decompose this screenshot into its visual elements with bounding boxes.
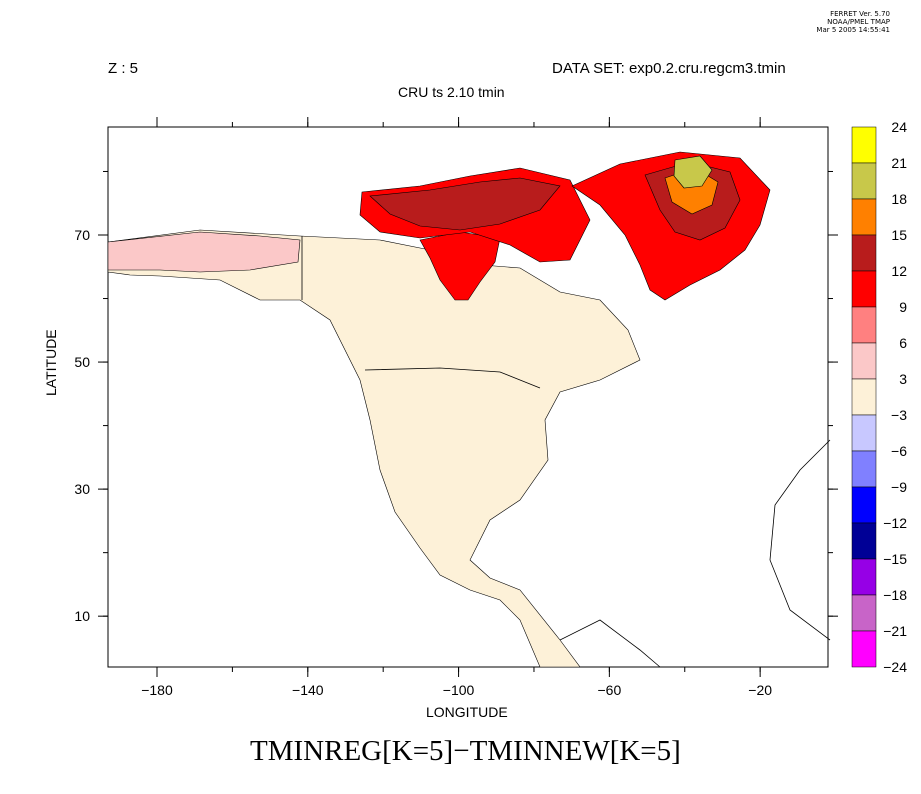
colorbar-swatch xyxy=(851,126,877,164)
x-axis-title: LONGITUDE xyxy=(426,704,508,720)
greenland-summit xyxy=(673,155,713,189)
y-tick-label: 70 xyxy=(74,227,90,243)
z-level-label: Z : 5 xyxy=(108,60,139,77)
y-tick-label: 50 xyxy=(74,354,90,370)
ferret-version-line: FERRET Ver. 5.70 xyxy=(830,10,890,18)
y-tick-label: 10 xyxy=(74,608,90,624)
colorbar-label: 9 xyxy=(899,299,907,315)
colorbar-swatch xyxy=(851,450,877,488)
colorbar-swatch xyxy=(851,234,877,272)
colorbar-label: −6 xyxy=(891,443,907,459)
arctic-islands-hotter xyxy=(369,177,561,231)
ferret-version-stamp: FERRET Ver. 5.70 NOAA/PMEL TMAP Mar 5 20… xyxy=(770,10,890,34)
colorbar-swatch xyxy=(851,558,877,596)
colorbar-label: −3 xyxy=(891,407,907,423)
colorbar-label: 12 xyxy=(891,263,907,279)
colorbar-label: −12 xyxy=(883,515,907,531)
x-axis-ticks: −180 −140 −100 −60 −20 xyxy=(141,117,772,698)
colorbar-label: −9 xyxy=(891,479,907,495)
us-canada-border xyxy=(364,367,541,389)
colorbar-swatch xyxy=(851,630,877,668)
land-layer xyxy=(107,151,831,668)
x-tick-label: −60 xyxy=(597,682,621,698)
x-tick-label: −20 xyxy=(748,682,772,698)
y-axis-ticks: 10 30 50 70 xyxy=(74,170,838,624)
africa-coast xyxy=(769,439,831,641)
colorbar-label: −18 xyxy=(883,587,907,603)
colorbar-swatch xyxy=(851,270,877,308)
plot-subtitle: CRU ts 2.10 tmin xyxy=(398,84,505,100)
colorbar-label: 6 xyxy=(899,335,907,351)
colorbar-swatch xyxy=(851,342,877,380)
colorbar-swatch xyxy=(851,198,877,236)
x-tick-label: −140 xyxy=(292,682,324,698)
colorbar-swatch xyxy=(851,414,877,452)
colorbar-label: 18 xyxy=(891,191,907,207)
x-tick-label: −180 xyxy=(141,682,173,698)
variable-title: TMINREG[K=5]−TMINNEW[K=5] xyxy=(250,735,681,767)
dataset-label: DATA SET: exp0.2.cru.regcm3.tmin xyxy=(552,60,786,77)
y-tick-label: 30 xyxy=(74,481,90,497)
colorbar-label: 15 xyxy=(891,227,907,243)
colorbar-label: 3 xyxy=(899,371,907,387)
colorbar-swatch xyxy=(851,594,877,632)
alaska-coast-warm xyxy=(107,231,301,273)
ferret-date-line: Mar 5 2005 14:55:41 xyxy=(816,26,890,34)
ferret-org-line: NOAA/PMEL TMAP xyxy=(827,18,890,26)
colorbar-label: 24 xyxy=(891,119,907,135)
colorbar-swatch xyxy=(851,162,877,200)
x-tick-label: −100 xyxy=(443,682,475,698)
colorbar-swatch xyxy=(851,378,877,416)
colorbar-label: 21 xyxy=(891,155,907,171)
colorbar: 24 21 18 15 12 9 6 3 −3 −6 −9 −12 −15 −18 −21 −24 xyxy=(851,119,907,675)
colorbar-label: −21 xyxy=(883,623,907,639)
south-america-coast xyxy=(559,619,661,668)
y-axis-title: LATITUDE xyxy=(43,329,59,396)
colorbar-swatch xyxy=(851,306,877,344)
colorbar-swatch xyxy=(851,522,877,560)
colorbar-swatch xyxy=(851,486,877,524)
colorbar-label: −15 xyxy=(883,551,907,567)
colorbar-label: −24 xyxy=(883,659,907,675)
